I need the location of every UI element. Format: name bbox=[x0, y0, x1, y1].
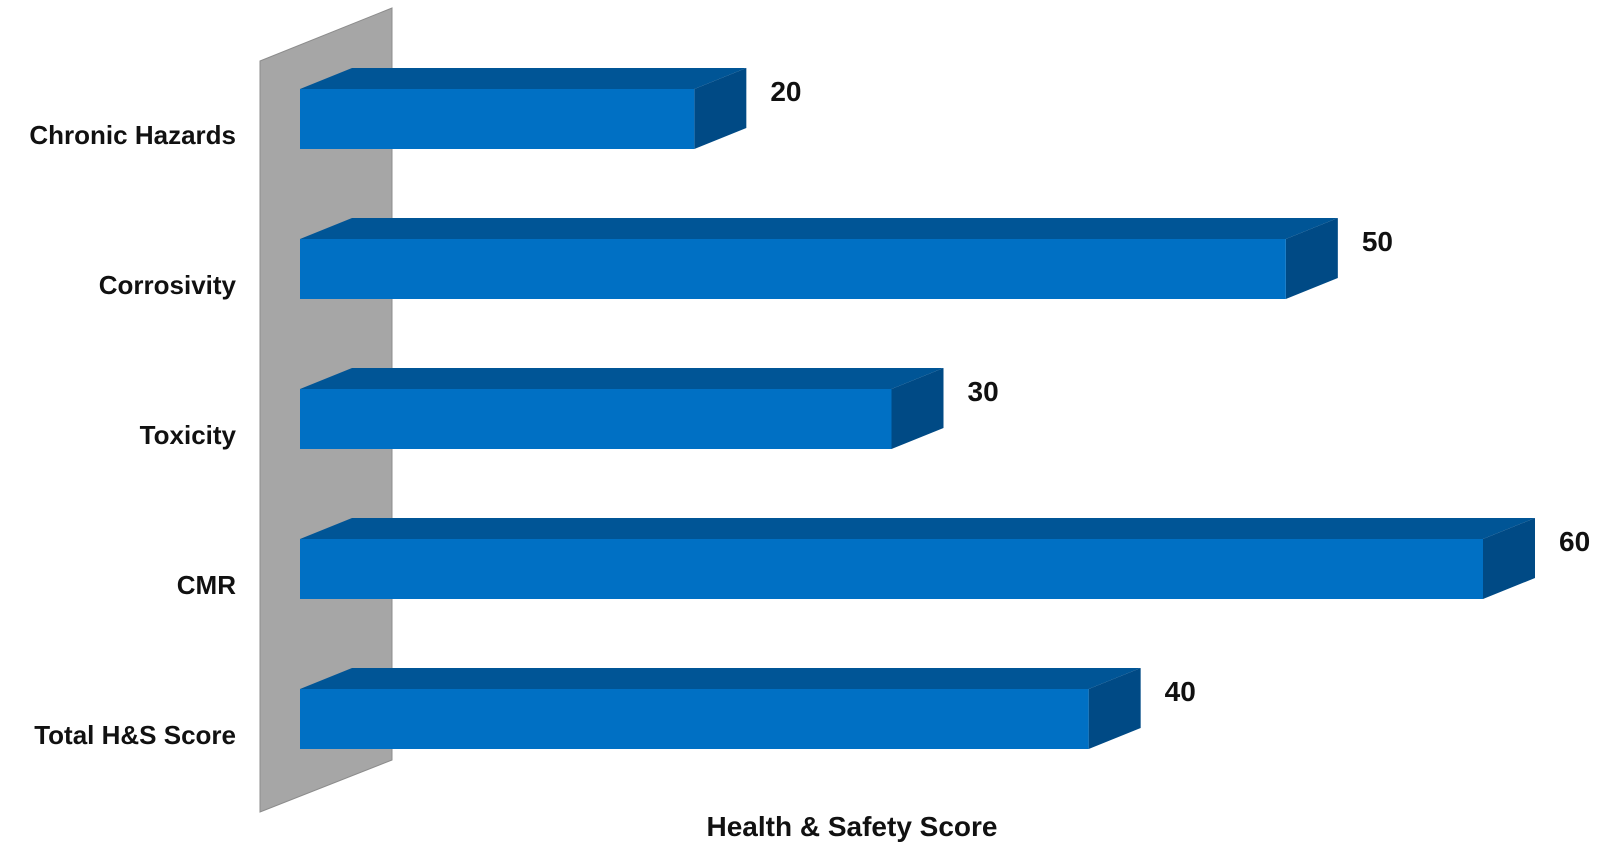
bar-side-face bbox=[1088, 668, 1141, 749]
bar-side-face bbox=[1483, 518, 1535, 599]
bar-top-face bbox=[300, 668, 1141, 689]
category-labels: Chronic Hazards Corrosivity Toxicity CMR Tot… bbox=[29, 120, 236, 750]
category-label-total-hands-score: Total H&S Score bbox=[34, 720, 236, 750]
bar-top-face bbox=[300, 68, 747, 89]
value-label-total-hands-score: 40 bbox=[1165, 676, 1196, 707]
bar-top-face bbox=[300, 518, 1535, 539]
bar-front-face bbox=[300, 539, 1483, 599]
value-labels: 20 50 30 60 40 bbox=[770, 76, 1590, 707]
bar-top-face bbox=[300, 218, 1338, 239]
value-label-cmr: 60 bbox=[1559, 526, 1590, 557]
category-label-corrosivity: Corrosivity bbox=[99, 270, 237, 300]
x-axis-title: Health & Safety Score bbox=[707, 811, 998, 842]
bar-front-face bbox=[300, 389, 892, 449]
value-label-chronic-hazards: 20 bbox=[770, 76, 801, 107]
bars-group bbox=[300, 68, 1535, 749]
category-label-cmr: CMR bbox=[177, 570, 236, 600]
bar-side-face bbox=[694, 68, 747, 149]
bar-front-face bbox=[300, 89, 695, 149]
bar-front-face bbox=[300, 689, 1089, 749]
bar-front-face bbox=[300, 239, 1286, 299]
bar-chronic-hazards bbox=[300, 68, 747, 149]
category-label-chronic-hazards: Chronic Hazards bbox=[29, 120, 236, 150]
category-label-toxicity: Toxicity bbox=[140, 420, 237, 450]
bar-toxicity bbox=[300, 368, 944, 449]
bar-corrosivity bbox=[300, 218, 1338, 299]
bar-total-hands-score bbox=[300, 668, 1141, 749]
bar-side-face bbox=[1285, 218, 1338, 299]
value-label-toxicity: 30 bbox=[968, 376, 999, 407]
bar-top-face bbox=[300, 368, 944, 389]
bar-side-face bbox=[891, 368, 944, 449]
bar-cmr bbox=[300, 518, 1535, 599]
value-label-corrosivity: 50 bbox=[1362, 226, 1393, 257]
